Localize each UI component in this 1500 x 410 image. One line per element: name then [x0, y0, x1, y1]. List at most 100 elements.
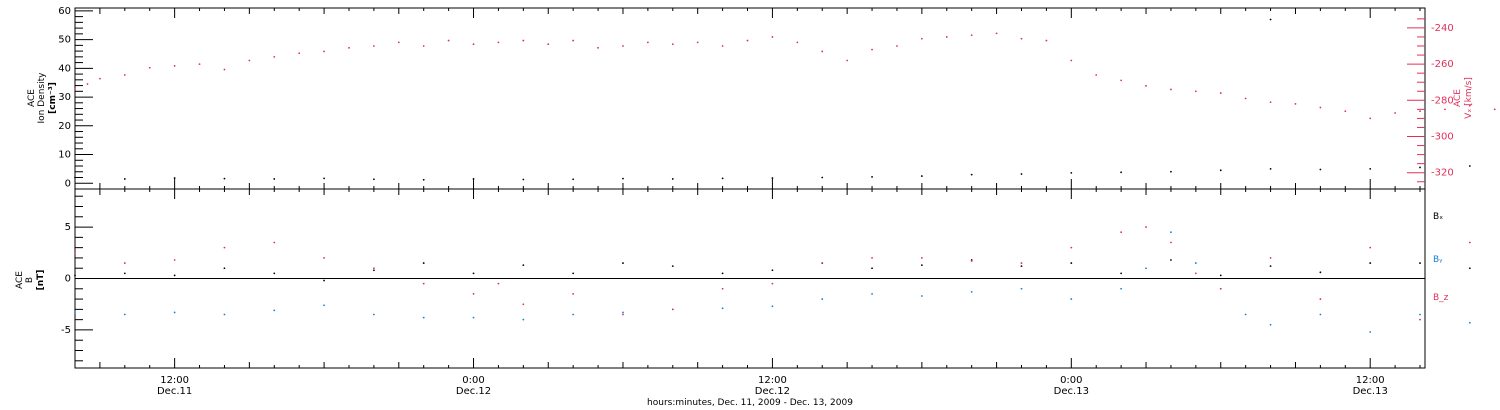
data-point: [821, 262, 824, 264]
x-tick-time: 0:00: [1060, 375, 1082, 386]
data-point: [920, 295, 923, 297]
data-point: [1369, 331, 1372, 333]
data-point: [323, 304, 325, 307]
data-point: [1070, 262, 1073, 264]
y-tick-label: 20: [58, 121, 71, 132]
data-point: [920, 37, 923, 40]
data-point: [74, 251, 76, 254]
data-point: [372, 269, 375, 272]
data-point: [223, 313, 226, 316]
data-point: [497, 282, 500, 285]
ylabel-right-line1: ACE: [1453, 89, 1463, 107]
data-point: [223, 246, 226, 249]
data-point: [1444, 108, 1446, 111]
data-point: [1419, 313, 1421, 316]
data-point: [1319, 313, 1322, 316]
data-point: [771, 177, 774, 179]
data-point: [1269, 101, 1272, 104]
data-point: [1194, 90, 1197, 93]
x-axis-label: hours:minutes, Dec. 11, 2009 - Dec. 13, …: [647, 398, 853, 408]
data-point: [696, 41, 699, 44]
y-tick-label: 5: [65, 222, 71, 233]
data-point: [1170, 259, 1172, 261]
data-point: [123, 262, 126, 264]
x-tick-time: 12:00: [160, 375, 189, 386]
data-point: [1020, 265, 1023, 268]
data-point: [1269, 18, 1272, 21]
legend-bx: Bₓ: [1433, 212, 1443, 222]
data-point: [1020, 173, 1023, 175]
data-point: [273, 272, 276, 275]
y-right-tick-label: -320: [1431, 168, 1454, 179]
data-point: [721, 287, 724, 290]
data-point: [1219, 92, 1222, 94]
data-point: [920, 175, 923, 177]
data-point: [622, 45, 624, 47]
data-point: [422, 282, 425, 285]
data-point: [1219, 169, 1222, 172]
top-panel-frame: [74, 7, 1426, 190]
data-point: [522, 303, 525, 306]
data-point: [970, 173, 973, 176]
bottom-data-points: [74, 226, 1471, 333]
data-point: [372, 313, 375, 316]
data-point: [1170, 170, 1172, 173]
data-point: [1070, 59, 1073, 62]
data-point: [1170, 88, 1172, 91]
x-tick-time: 12:00: [1356, 375, 1385, 386]
ylabel-left-line1: ACE: [27, 89, 37, 107]
y-tick-label: 50: [58, 35, 71, 46]
data-point: [846, 59, 849, 62]
data-point: [671, 43, 674, 46]
x-tick-date: Dec.12: [755, 386, 790, 397]
data-point: [1294, 103, 1297, 105]
data-point: [1145, 226, 1147, 228]
data-point: [1244, 313, 1247, 316]
data-point: [1070, 246, 1073, 249]
data-point: [497, 41, 500, 44]
data-point: [173, 177, 176, 179]
data-point: [74, 274, 76, 277]
data-point: [223, 267, 226, 270]
top-data-points: [74, 18, 1496, 181]
data-point: [671, 265, 674, 268]
data-point: [1419, 110, 1421, 113]
data-point: [422, 262, 425, 264]
data-point: [920, 264, 923, 267]
data-point: [622, 311, 624, 314]
data-point: [447, 39, 450, 42]
data-point: [821, 176, 824, 179]
data-point: [1269, 167, 1272, 170]
data-point: [1219, 274, 1222, 277]
data-point: [771, 282, 774, 285]
data-point: [323, 279, 325, 282]
data-point: [397, 41, 400, 44]
x-axis: 12:00Dec.110:00Dec.1212:00Dec.120:00Dec.…: [99, 8, 1421, 397]
data-point: [995, 32, 998, 35]
data-point: [1120, 171, 1123, 174]
ylabel-bottom-line1: ACE: [15, 271, 25, 289]
data-point: [871, 257, 873, 259]
data-point: [1269, 323, 1272, 326]
data-point: [1020, 37, 1023, 40]
data-point: [920, 257, 923, 259]
y-tick-label: 40: [58, 63, 71, 74]
data-point: [273, 178, 276, 180]
bottom-left-axis: -5 0 5: [61, 195, 93, 362]
ylabel-right-line2: Vₓ [km/s]: [1464, 77, 1474, 119]
y-right-tick-label: -260: [1431, 59, 1454, 70]
data-point: [248, 59, 251, 62]
data-point: [572, 178, 575, 181]
top-left-axis: 0 10 20 30 40 50 60: [58, 6, 93, 189]
data-point: [123, 313, 126, 316]
data-point: [173, 259, 176, 261]
data-point: [1120, 287, 1123, 290]
data-point: [1194, 262, 1197, 264]
data-point: [821, 50, 824, 53]
data-point: [173, 311, 176, 314]
ylabel-bottom-line2: B: [25, 277, 35, 283]
data-point: [1020, 262, 1023, 264]
data-point: [671, 308, 674, 311]
data-point: [1170, 231, 1172, 234]
